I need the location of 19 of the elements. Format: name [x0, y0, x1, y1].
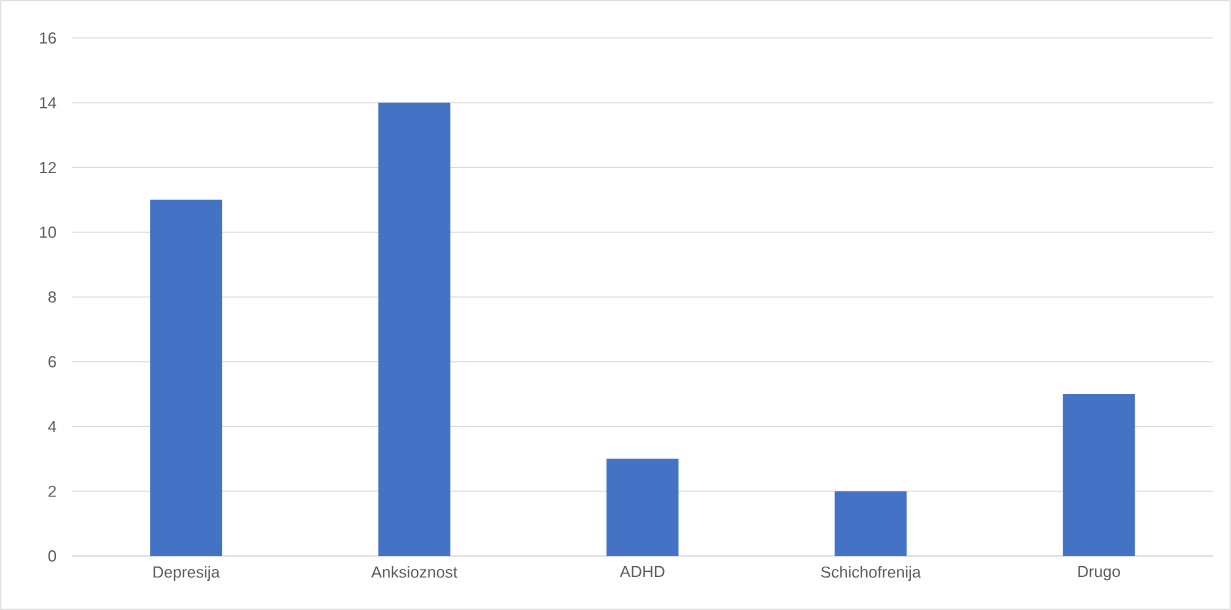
y-tick-label: 16: [40, 32, 56, 44]
x-tick-label: Anksioznost: [371, 566, 458, 578]
y-tick-label: 14: [40, 97, 57, 109]
y-tick-label: 6: [48, 356, 56, 368]
y-tick-label: 12: [40, 161, 56, 174]
x-tick-label: Depresija: [153, 566, 220, 581]
y-tick-label: 8: [48, 291, 56, 303]
bar: [834, 491, 907, 556]
y-tick-label: 0: [48, 550, 57, 562]
x-tick-label: ADHD: [619, 566, 665, 578]
x-tick-label: Schichofrenija: [821, 566, 921, 581]
bar: [1062, 394, 1135, 556]
bar: [378, 102, 451, 556]
y-tick-label: 10: [40, 226, 57, 238]
x-tick-label: Drugo: [1078, 566, 1120, 581]
bar: [606, 458, 679, 556]
bar: [150, 199, 223, 556]
y-tick-label: 4: [48, 420, 57, 432]
y-tick-label: 2: [48, 485, 56, 497]
